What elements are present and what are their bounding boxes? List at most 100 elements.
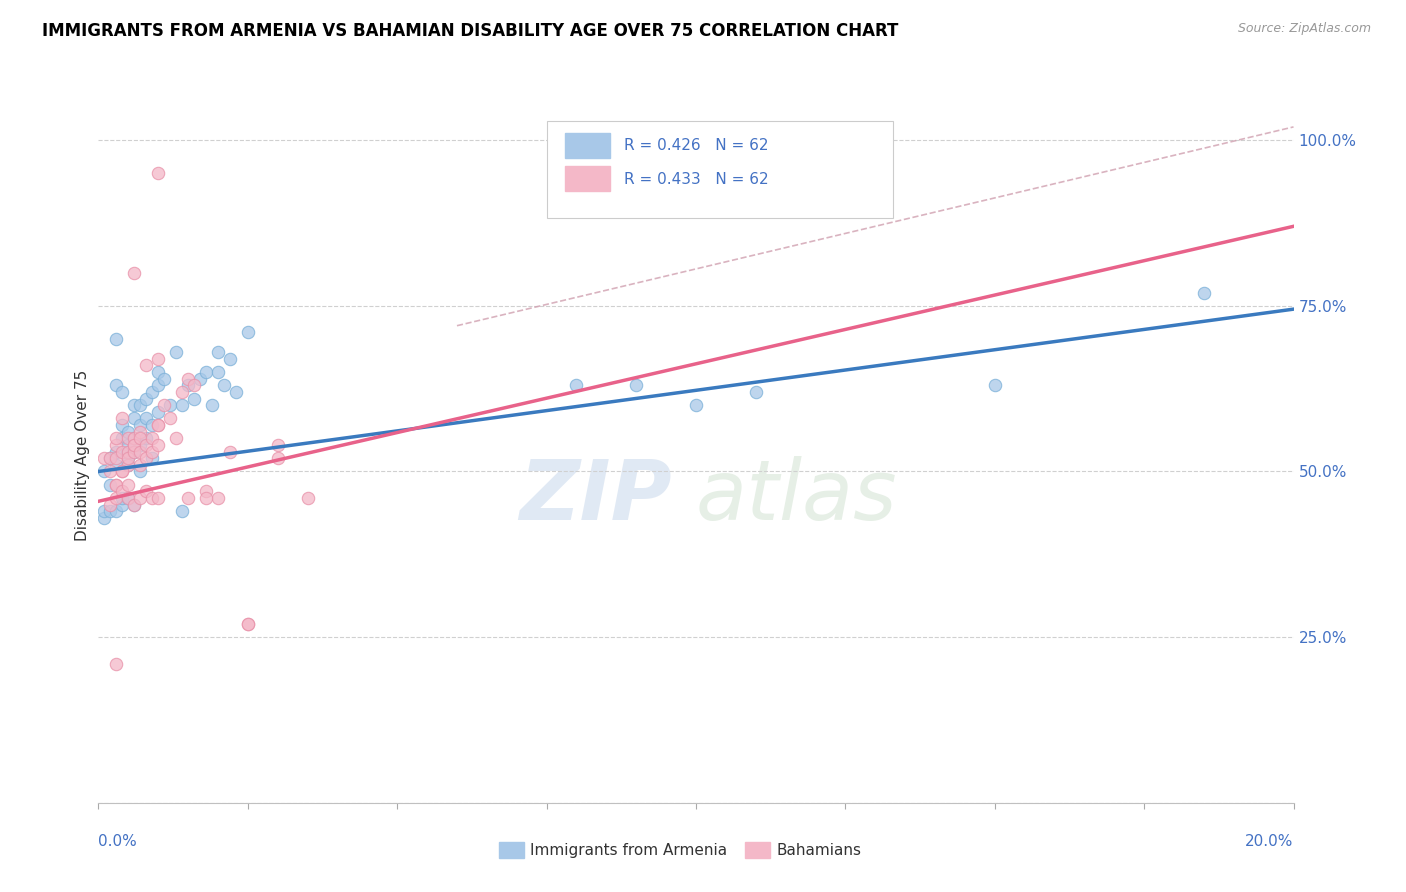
Text: atlas: atlas [696, 456, 897, 537]
Point [105, 444, 128, 458]
Point [100, 498, 122, 512]
Point [124, 498, 146, 512]
Point [219, 351, 242, 366]
Point [1192, 285, 1215, 300]
Point [135, 484, 157, 499]
Point [129, 425, 152, 439]
Point [129, 444, 152, 458]
Point [117, 451, 139, 466]
Point [111, 411, 134, 425]
Point [117, 444, 139, 458]
Point [100, 504, 122, 518]
Point [148, 418, 170, 433]
Point [141, 384, 163, 399]
Point [172, 504, 194, 518]
Point [297, 491, 319, 505]
Point [626, 378, 648, 392]
Point [117, 438, 139, 452]
Point [129, 418, 152, 433]
Point [177, 491, 200, 505]
Point [117, 431, 139, 445]
Point [188, 372, 211, 386]
Point [207, 345, 229, 359]
Point [124, 431, 146, 445]
Point [117, 458, 139, 472]
Text: Bahamians: Bahamians [776, 843, 860, 857]
Point [685, 398, 707, 412]
Point [105, 378, 128, 392]
Text: 0.0%: 0.0% [98, 834, 138, 849]
Point [141, 491, 163, 505]
Point [100, 465, 122, 479]
Point [201, 398, 224, 412]
Point [129, 458, 152, 472]
Point [105, 451, 128, 466]
Point [148, 418, 170, 433]
Point [105, 332, 128, 346]
Point [148, 365, 170, 379]
Point [135, 431, 157, 445]
Point [135, 451, 157, 466]
Point [141, 444, 163, 458]
Point [124, 431, 146, 445]
Point [135, 359, 157, 373]
Point [93, 451, 115, 466]
Point [124, 398, 146, 412]
Point [124, 438, 146, 452]
Point [129, 398, 152, 412]
Point [165, 431, 187, 445]
Point [124, 438, 146, 452]
Point [565, 378, 588, 392]
Point [165, 345, 187, 359]
Point [100, 451, 122, 466]
Text: Immigrants from Armenia: Immigrants from Armenia [530, 843, 727, 857]
Point [195, 484, 218, 499]
Point [111, 444, 134, 458]
Point [236, 616, 259, 631]
Point [236, 326, 259, 340]
Point [207, 365, 229, 379]
Point [195, 491, 218, 505]
Point [111, 498, 134, 512]
Point [117, 425, 139, 439]
Point [135, 411, 157, 425]
FancyBboxPatch shape [565, 166, 610, 191]
Point [117, 458, 139, 472]
Point [111, 418, 134, 433]
Point [148, 351, 170, 366]
Point [105, 438, 128, 452]
Point [129, 465, 152, 479]
Text: R = 0.426   N = 62: R = 0.426 N = 62 [624, 138, 769, 153]
Point [172, 398, 194, 412]
Point [267, 451, 290, 466]
Point [177, 372, 200, 386]
Point [111, 431, 134, 445]
Point [105, 504, 128, 518]
Point [225, 384, 247, 399]
Point [124, 444, 146, 458]
Point [100, 451, 122, 466]
Point [93, 511, 115, 525]
Point [745, 384, 768, 399]
Point [117, 477, 139, 491]
Point [93, 504, 115, 518]
Point [267, 438, 290, 452]
Y-axis label: Disability Age Over 75: Disability Age Over 75 [75, 369, 90, 541]
Point [141, 451, 163, 466]
Point [124, 498, 146, 512]
Point [195, 365, 218, 379]
Text: ZIP: ZIP [519, 456, 672, 537]
Point [212, 378, 235, 392]
Point [148, 378, 170, 392]
Point [111, 465, 134, 479]
Point [124, 266, 146, 280]
FancyBboxPatch shape [547, 121, 893, 219]
Point [148, 405, 170, 419]
Point [219, 444, 242, 458]
FancyBboxPatch shape [565, 134, 610, 158]
Point [148, 166, 170, 180]
Point [117, 451, 139, 466]
Point [129, 431, 152, 445]
Point [148, 438, 170, 452]
Point [153, 398, 176, 412]
